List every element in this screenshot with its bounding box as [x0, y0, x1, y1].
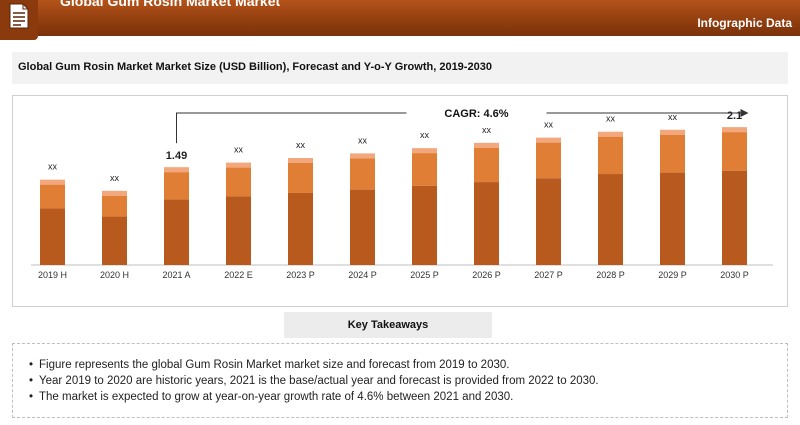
bar-base	[40, 208, 65, 265]
bar-cap	[412, 148, 437, 154]
takeaway-item: Figure represents the global Gum Rosin M…	[29, 357, 779, 373]
header-banner: Global Gum Rosin Market Market Infograph…	[0, 0, 800, 36]
data-label: xx	[544, 120, 554, 130]
key-takeaways-box: Figure represents the global Gum Rosin M…	[12, 343, 788, 418]
x-tick-label: 2020 H	[100, 270, 129, 280]
data-label: 2.1	[727, 110, 742, 122]
data-label: xx	[110, 173, 120, 183]
cagr-connector-left	[176, 112, 407, 144]
bar-cap	[722, 127, 747, 133]
cagr-annotation: CAGR: 4.6%	[444, 108, 508, 120]
x-tick-label: 2023 P	[286, 270, 315, 280]
x-tick-label: 2030 P	[720, 270, 749, 280]
bar-middle	[536, 142, 561, 179]
bar-cap	[350, 153, 375, 159]
bar-base	[226, 196, 251, 265]
data-label: xx	[482, 125, 492, 135]
bar-cap	[474, 142, 499, 148]
bar-middle	[350, 158, 375, 190]
cagr-arrowhead	[740, 109, 749, 117]
bar-cap	[164, 167, 189, 173]
bar-base	[288, 192, 313, 265]
chart-plot: 2019 H xx 2020 H xx 2021 A 1.49 2022 E xx 2023 P…	[31, 108, 773, 280]
chart-title: Global Gum Rosin Market Market Size (USD…	[18, 61, 492, 73]
bar-middle	[660, 134, 685, 173]
data-label: xx	[358, 135, 368, 145]
takeaway-item: The market is expected to grow at year-o…	[29, 389, 779, 405]
x-tick-label: 2021 A	[162, 270, 190, 280]
data-label: xx	[234, 145, 244, 155]
x-tick-label: 2019 H	[38, 270, 67, 280]
bar-base	[350, 189, 375, 265]
bar-base	[660, 172, 685, 265]
bar-middle	[288, 162, 313, 193]
data-label: xx	[606, 114, 616, 124]
bar-middle	[412, 153, 437, 186]
x-tick-label: 2024 P	[348, 270, 377, 280]
bar-base	[598, 174, 623, 265]
chart-title-bar: Global Gum Rosin Market Market Size (USD…	[12, 52, 788, 84]
key-takeaways-heading: Key Takeaways	[284, 312, 492, 338]
x-tick-label: 2028 P	[596, 270, 625, 280]
bar-base	[164, 199, 189, 265]
bar-cap	[536, 137, 561, 143]
takeaways-list: Figure represents the global Gum Rosin M…	[21, 357, 779, 405]
bar-base	[722, 170, 747, 265]
bar-cap	[40, 179, 65, 185]
data-label: xx	[668, 112, 678, 122]
takeaway-item: Year 2019 to 2020 are historic years, 20…	[29, 373, 779, 389]
bar-cap	[226, 162, 251, 168]
bar-chart: 2019 H xx 2020 H xx 2021 A 1.49 2022 E xx 2023 P…	[12, 95, 788, 307]
bar-middle	[474, 147, 499, 183]
infographic-label: Infographic Data	[697, 16, 792, 30]
x-tick-label: 2026 P	[472, 270, 501, 280]
data-label: xx	[48, 162, 58, 172]
bar-middle	[598, 136, 623, 175]
x-tick-label: 2022 E	[224, 270, 253, 280]
bar-cap	[598, 131, 623, 137]
document-badge	[0, 0, 38, 40]
page-title: Global Gum Rosin Market Market	[60, 0, 281, 9]
bar-base	[474, 182, 499, 265]
bar-middle	[226, 167, 251, 197]
data-label: xx	[296, 140, 306, 150]
data-label: xx	[420, 130, 430, 140]
bar-base	[102, 216, 127, 265]
document-icon	[9, 3, 29, 29]
bar-middle	[164, 172, 189, 200]
x-tick-label: 2027 P	[534, 270, 563, 280]
bar-middle	[102, 195, 127, 217]
bar-middle	[722, 132, 747, 171]
bar-cap	[288, 157, 313, 163]
bar-base	[536, 178, 561, 265]
x-tick-label: 2029 P	[658, 270, 687, 280]
bar-cap	[102, 190, 127, 196]
x-tick-label: 2025 P	[410, 270, 439, 280]
bar-middle	[40, 184, 65, 209]
bar-cap	[660, 129, 685, 135]
bar-base	[412, 185, 437, 265]
data-label: 1.49	[166, 150, 187, 162]
